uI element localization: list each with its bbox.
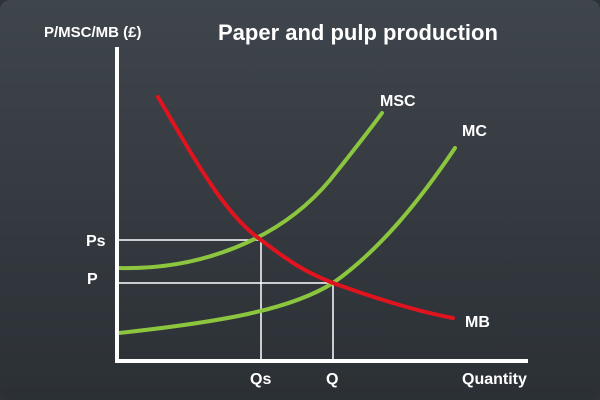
msc-curve [117, 111, 384, 271]
y-axis-label: P/MSC/MB (£) [44, 24, 142, 41]
mb-curve [156, 95, 455, 320]
msc-label: MSC [380, 93, 416, 110]
p-tick-label: P [87, 271, 98, 288]
diagram-title: Paper and pulp production [218, 20, 498, 45]
qs-tick-label: Qs [250, 371, 271, 388]
mc-label: MC [462, 123, 487, 140]
ps-tick-label: Ps [86, 233, 106, 250]
x-axis-label: Quantity [462, 371, 527, 388]
mb-label: MB [465, 314, 490, 331]
q-tick-label: Q [326, 371, 338, 388]
